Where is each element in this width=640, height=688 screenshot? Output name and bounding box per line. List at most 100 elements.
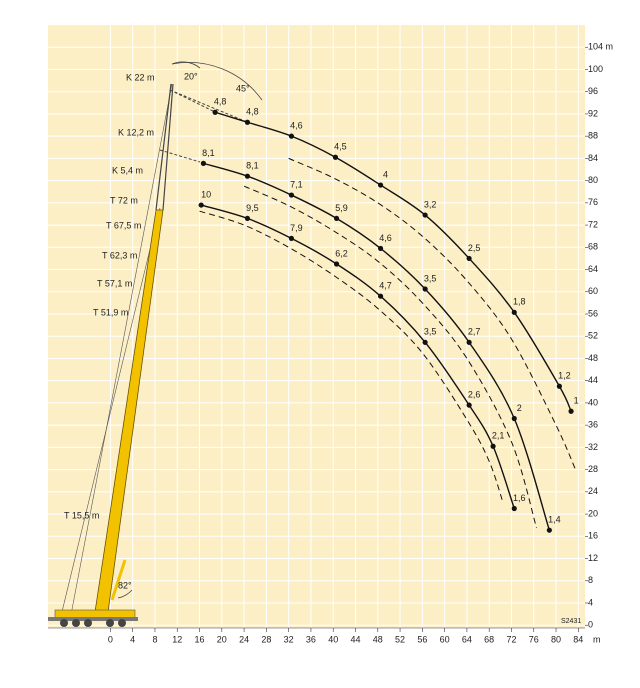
angle-arc (117, 589, 133, 599)
dashed-curve (243, 185, 538, 529)
annotation: T 72 m (110, 195, 138, 205)
load-point (288, 192, 295, 198)
load-point (466, 339, 472, 345)
load-label: 8,1 (202, 148, 215, 158)
dashed-curve (288, 157, 576, 470)
annotation: T 51,9 m (93, 307, 128, 317)
y-tick-label: 4 (588, 597, 593, 607)
load-label: 4 (383, 169, 388, 179)
y-tick-label: 8 (588, 575, 593, 585)
load-label: 5,9 (335, 203, 348, 213)
luffing-jib (169, 89, 248, 123)
load-point (377, 293, 384, 299)
load-curve (214, 111, 572, 412)
load-label: 3,2 (424, 199, 437, 209)
load-point (377, 245, 384, 252)
load-point (288, 133, 295, 139)
load-point (422, 286, 428, 292)
load-label: 1,6 (513, 493, 526, 503)
x-axis-label: m (593, 634, 601, 644)
annotation: 45° (236, 83, 250, 93)
load-point (288, 235, 295, 242)
load-label: 1,8 (513, 297, 526, 307)
load-label: 2 (517, 403, 522, 413)
load-point (422, 212, 428, 218)
x-tick-label: 72 (506, 634, 516, 644)
y-tick-label: 100 (588, 64, 603, 74)
load-label: 10 (201, 189, 211, 199)
load-point (490, 443, 496, 449)
load-point (377, 182, 384, 188)
load-point (511, 415, 517, 422)
load-point (333, 261, 340, 267)
y-tick-label: 28 (588, 464, 598, 474)
y-tick-label: 16 (588, 531, 598, 541)
load-point (244, 119, 251, 125)
y-tick-label: 32 (588, 442, 598, 452)
load-point (244, 173, 251, 179)
load-label: 4,6 (379, 233, 392, 243)
x-tick-label: 20 (217, 634, 227, 644)
y-tick-label: 80 (588, 175, 598, 185)
load-label: 2,6 (468, 390, 481, 400)
annotation: 20° (184, 71, 198, 81)
y-tick-label: 52 (588, 331, 598, 341)
load-point (556, 383, 562, 389)
plot-background (48, 25, 585, 628)
crane-drawing (48, 61, 263, 627)
y-tick-label: 88 (588, 131, 598, 141)
x-tick-label: 48 (373, 634, 383, 644)
y-tick-label: 0 (588, 620, 593, 630)
annotation: 82° (118, 580, 132, 590)
load-point (511, 309, 517, 315)
luffing-jib (169, 89, 216, 113)
x-tick-label: 64 (462, 634, 472, 644)
x-tick-label: 40 (328, 634, 338, 644)
load-label: 4,8 (214, 97, 227, 107)
y-tick-label: 72 (588, 219, 598, 229)
x-tick-label: 0 (108, 634, 113, 644)
load-label: 3,5 (424, 327, 437, 337)
cylinder (110, 559, 127, 601)
load-point (422, 339, 428, 345)
load-point (332, 154, 339, 160)
load-label: 7,9 (290, 223, 303, 233)
luffing-jib (159, 149, 201, 163)
load-label: 2,7 (468, 327, 481, 337)
y-tick-label: 36 (588, 420, 598, 430)
load-label: 4,7 (379, 281, 392, 291)
annotation: T 62,3 m (102, 250, 137, 260)
load-label: 9,5 (246, 203, 259, 213)
wheel (106, 619, 114, 627)
radius-line (59, 207, 161, 621)
load-point (546, 527, 552, 533)
wheel (60, 619, 68, 627)
jib (155, 83, 172, 211)
load-label: 1,4 (548, 515, 561, 525)
load-point (466, 402, 472, 408)
load-point (212, 109, 218, 115)
y-tick-label: 56 (588, 308, 598, 318)
y-tick-label: 76 (588, 197, 598, 207)
load-point (568, 408, 574, 414)
load-point (333, 215, 340, 222)
load-curve (203, 162, 551, 531)
y-tick-label: 92 (588, 108, 598, 118)
jib (162, 83, 174, 211)
y-tick-label: 12 (588, 553, 598, 563)
annotation: T 15,5 m (64, 510, 99, 520)
x-tick-label: 24 (239, 634, 249, 644)
y-tick-label: 60 (588, 286, 598, 296)
load-curve (200, 204, 515, 509)
annotation: T 57,1 m (97, 278, 132, 288)
load-point (198, 202, 204, 208)
x-tick-label: 16 (195, 634, 205, 644)
y-tick-label: 64 (588, 264, 598, 274)
y-tick-label: 104 m (588, 42, 613, 52)
y-tick-label: 48 (588, 353, 598, 363)
load-label: 8,1 (246, 161, 259, 171)
load-label: 4,8 (246, 107, 259, 117)
y-tick-label: 20 (588, 508, 598, 518)
